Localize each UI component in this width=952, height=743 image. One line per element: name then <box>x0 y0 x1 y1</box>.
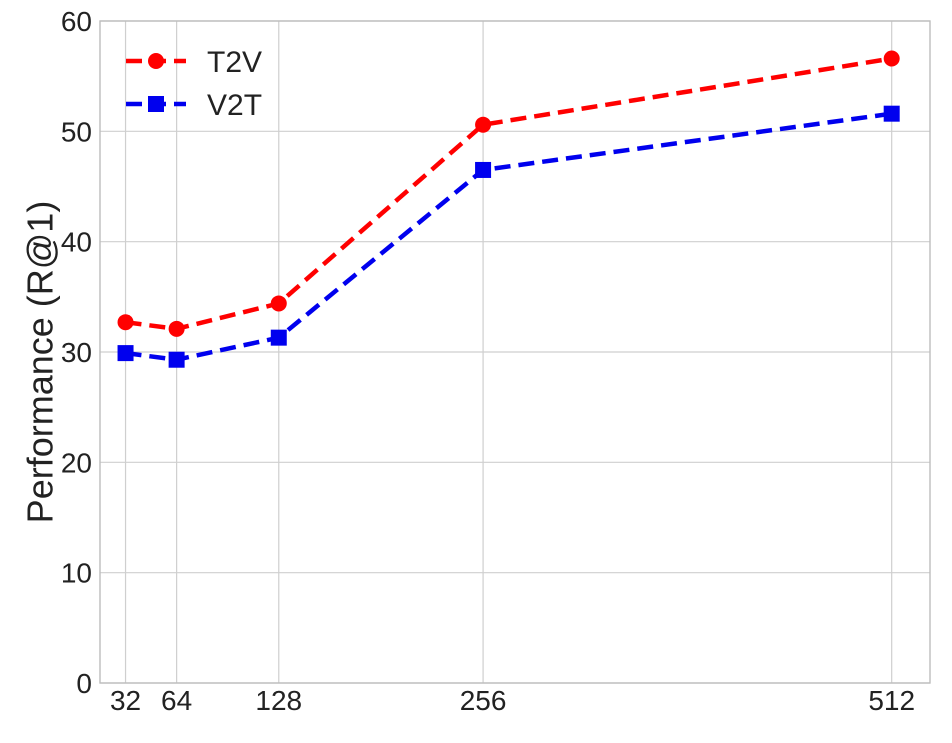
y-tick-label: 40 <box>61 227 92 258</box>
x-tick-label: 64 <box>161 685 192 716</box>
y-axis-title: Performance (R@1) <box>20 201 61 524</box>
legend-label-t2v: T2V <box>207 46 262 79</box>
y-tick-label: 50 <box>61 116 92 147</box>
legend-label-v2t: V2T <box>207 89 262 122</box>
plot-frame <box>99 20 931 684</box>
data-point-t2v <box>475 116 492 133</box>
y-tick-label: 0 <box>76 668 92 699</box>
legend-item-t2v: T2V <box>126 46 262 79</box>
x-tick-label: 512 <box>868 685 915 716</box>
y-tick-label: 20 <box>61 447 92 478</box>
data-point-v2t <box>883 105 900 122</box>
legend-marker-v2t <box>148 96 164 112</box>
series <box>117 50 900 368</box>
data-point-v2t <box>475 161 492 178</box>
data-point-v2t <box>270 329 287 346</box>
y-tick-label: 60 <box>61 6 92 37</box>
x-axis: 32 64 128 256 512 <box>110 685 915 716</box>
series-t2v <box>117 50 900 337</box>
legend-item-v2t: V2T <box>126 89 262 122</box>
y-axis: 0 10 20 30 40 50 60 <box>61 6 92 699</box>
data-point-v2t <box>117 345 134 362</box>
series-v2t <box>117 105 900 368</box>
x-tick-label: 32 <box>110 685 141 716</box>
data-point-t2v <box>168 320 185 337</box>
data-point-t2v <box>270 295 287 312</box>
y-tick-label: 10 <box>61 558 92 589</box>
series-line-v2t <box>125 111 892 362</box>
data-point-t2v <box>883 50 900 67</box>
y-tick-label: 30 <box>61 337 92 368</box>
data-point-v2t <box>168 351 185 368</box>
x-tick-label: 256 <box>460 685 507 716</box>
data-point-t2v <box>117 314 134 331</box>
x-tick-label: 128 <box>255 685 302 716</box>
legend-marker-t2v <box>148 53 164 69</box>
